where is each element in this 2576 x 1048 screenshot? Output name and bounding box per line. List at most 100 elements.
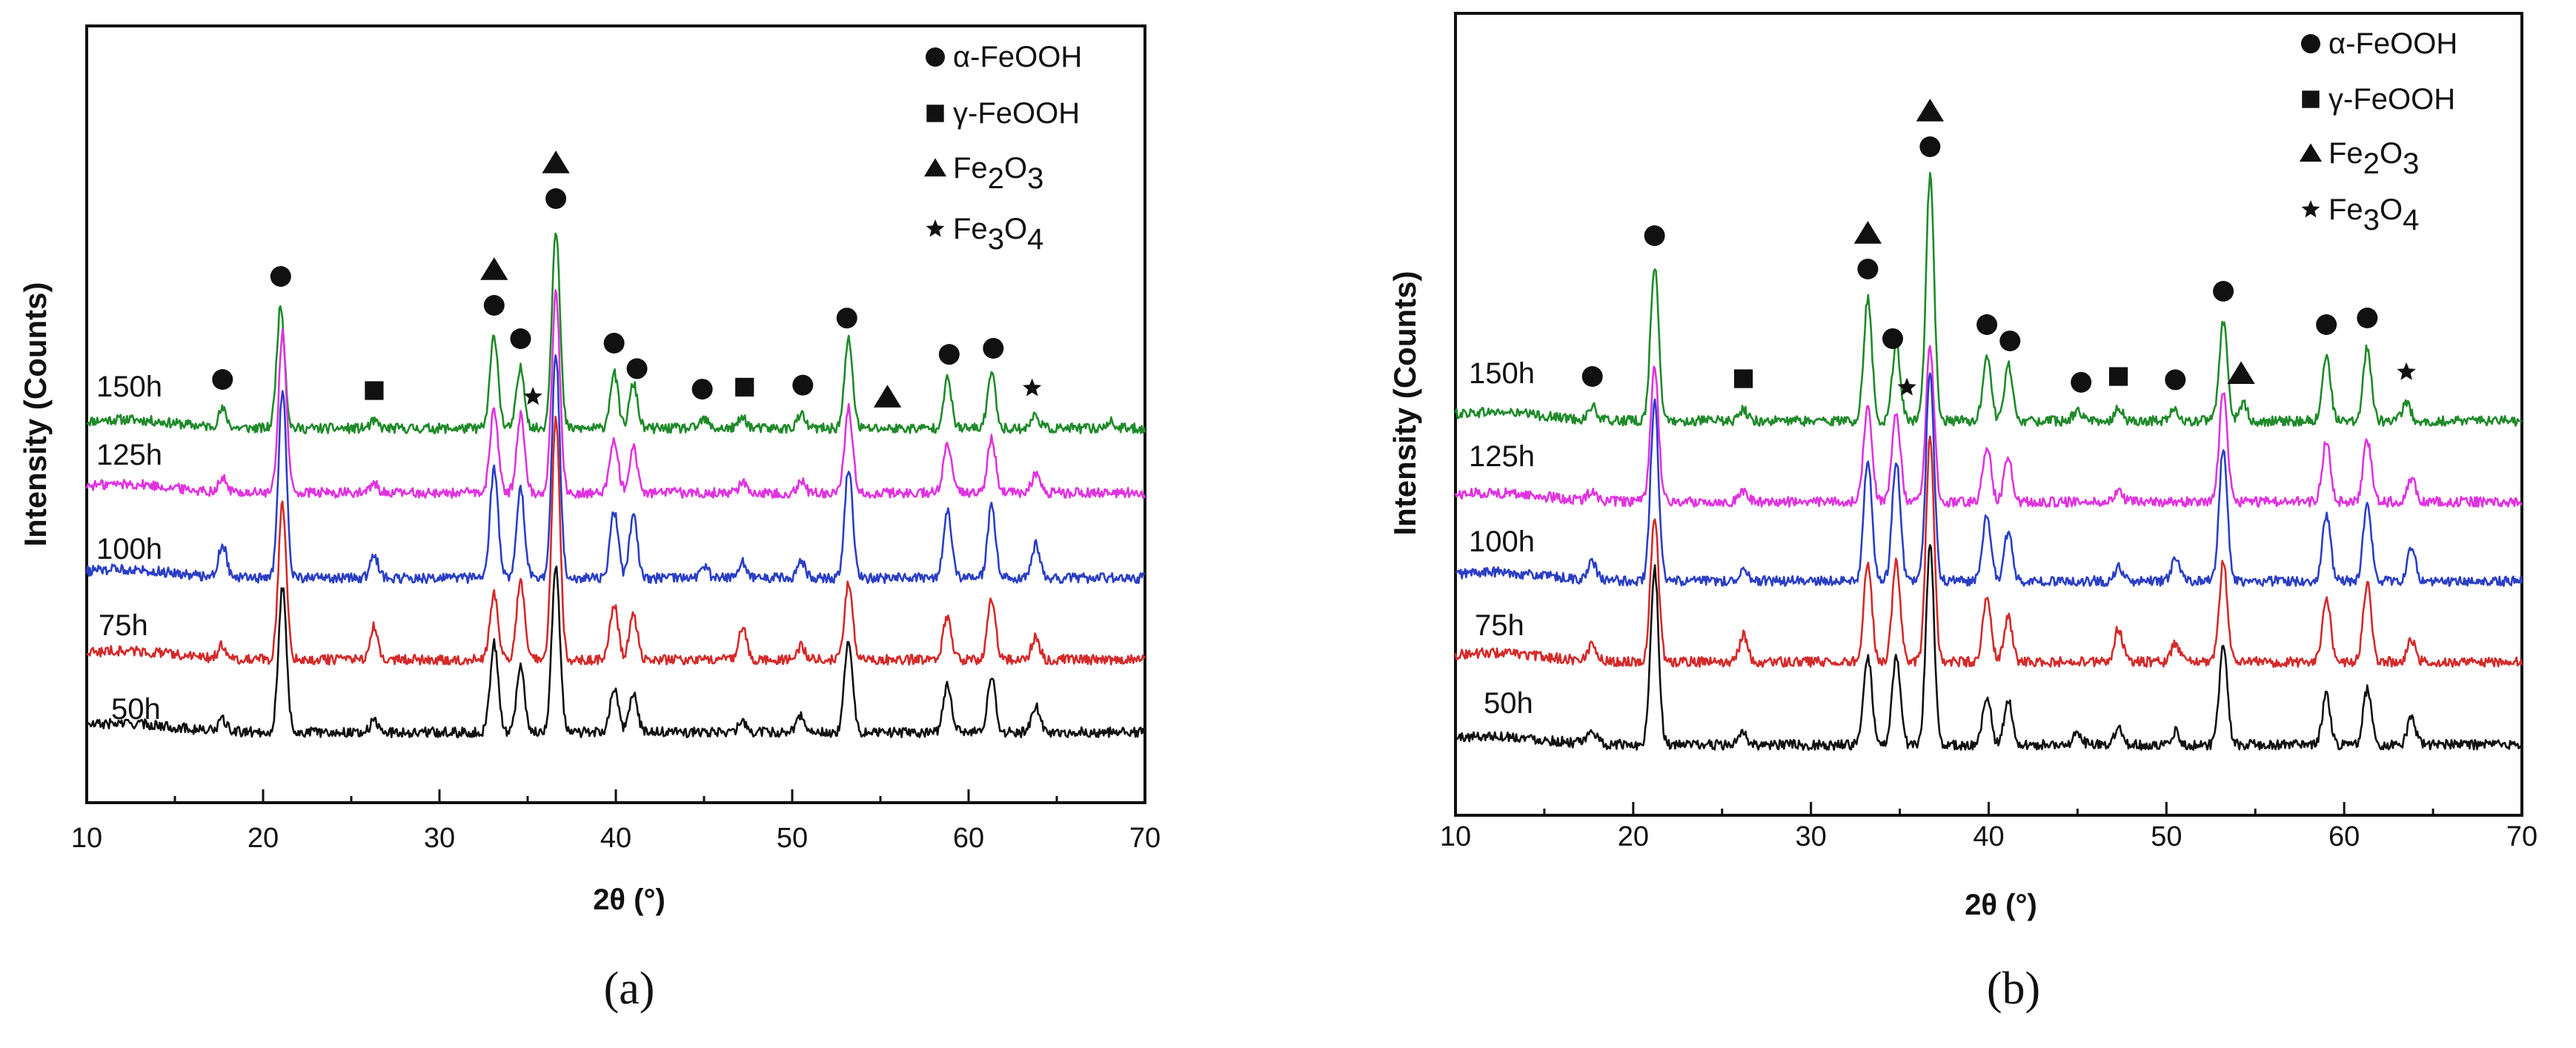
phase-marker-triangle [1853, 221, 1882, 244]
phase-marker-circle [836, 308, 857, 329]
x-tick-label: 50 [777, 823, 808, 854]
plot-frame [1454, 12, 2523, 817]
legend-label-circle: α-FeOOH [953, 41, 1082, 73]
legend-subscript: 3 [2363, 204, 2380, 236]
phase-marker-circle [483, 295, 505, 316]
phase-marker-star [523, 387, 542, 405]
phase-marker-circle [270, 266, 291, 287]
legend-label-square: γ-FeOOH [953, 97, 1080, 130]
phase-marker-circle [1976, 314, 1998, 335]
legend-text: α-FeOOH [2328, 27, 2457, 60]
legend-subscript: 4 [2403, 204, 2419, 236]
panel-a: 10 20 30 40 50 60 70 2θ (°) Intensity (Counts) 15… [18, 24, 1161, 1014]
series-label-50h: 50h [1484, 687, 1533, 720]
legend-label-triangle: Fe2O3 [2328, 137, 2419, 180]
series-line-125h [1454, 345, 2523, 508]
series-label-150h: 150h [1469, 357, 1535, 390]
x-tick-label: 10 [1440, 821, 1471, 852]
phase-marker-circle [2316, 314, 2337, 335]
phase-marker-circle [1999, 330, 2021, 351]
series-line-50h [85, 566, 1146, 738]
phase-marker-circle [1919, 136, 1941, 157]
legend-text: O [1004, 152, 1027, 185]
phase-marker-circle [1581, 366, 1603, 387]
phase-marker-triangle [1916, 99, 1945, 122]
panel-b: 10 20 30 40 50 60 70 2θ (°) Intensity (Counts) 15… [1387, 12, 2537, 1014]
panel-caption: (a) [604, 964, 655, 1014]
series-line-75h [1454, 435, 2523, 668]
series-label-75h: 75h [1475, 609, 1524, 642]
phase-marker-triangle [873, 385, 902, 408]
legend-text: Fe [2328, 193, 2363, 226]
phase-marker-circle [545, 188, 567, 209]
phase-marker-circle [792, 374, 814, 396]
x-tick-label: 10 [71, 823, 102, 854]
phase-marker-circle [603, 332, 625, 354]
legend-subscript: 2 [988, 162, 1004, 195]
x-tick-label: 60 [953, 823, 984, 854]
legend-symbol-square [926, 105, 944, 122]
phase-marker-square [365, 381, 384, 400]
series-line-100h [1455, 372, 2523, 587]
phase-marker-star [1023, 378, 1042, 397]
series-line-100h [85, 354, 1146, 584]
series-label-100h: 100h [1469, 525, 1535, 558]
legend-label-square: γ-FeOOH [2328, 83, 2455, 116]
phase-marker-triangle [480, 257, 508, 280]
series-label-75h: 75h [99, 609, 148, 642]
phase-marker-square [1733, 369, 1753, 388]
phase-marker-circle [1882, 328, 1903, 349]
phase-marker-circle [626, 358, 648, 379]
series-label-150h: 150h [96, 371, 162, 403]
series-line-50h [1454, 544, 2523, 751]
legend-label-star: Fe3O4 [953, 213, 1043, 256]
x-tick-label: 20 [1618, 821, 1649, 852]
legend-text: γ-FeOOH [2328, 83, 2455, 116]
series-label-125h: 125h [1469, 440, 1535, 473]
legend-label-triangle: Fe2O3 [953, 152, 1043, 195]
phase-marker-circle [2357, 308, 2378, 328]
phase-marker-circle [2213, 280, 2234, 302]
series-line-150h [1454, 172, 2523, 427]
phase-marker-circle [1644, 225, 1665, 246]
legend-subscript: 4 [1027, 223, 1043, 256]
legend-subscript: 3 [988, 223, 1004, 256]
series-label-100h: 100h [96, 533, 162, 566]
phase-marker-circle [212, 369, 233, 390]
phase-marker-circle [938, 344, 960, 365]
y-axis-label: Intensity (Counts) [18, 282, 53, 547]
x-tick-label: 50 [2151, 821, 2182, 852]
x-axis-label: 2θ (°) [593, 883, 665, 916]
legend-text: α-FeOOH [953, 41, 1082, 73]
legend-subscript: 2 [2363, 147, 2380, 180]
phase-marker-circle [691, 379, 713, 400]
legend-label-star: Fe3O4 [2328, 193, 2419, 236]
phase-marker-circle [2071, 371, 2092, 393]
legend-text: O [2380, 137, 2403, 170]
x-tick-label: 70 [2506, 821, 2537, 852]
y-axis-label: Intensity (Counts) [1387, 271, 1422, 536]
legend-subscript: 3 [1027, 162, 1043, 195]
panel-caption: (b) [1987, 964, 2040, 1014]
legend-text: Fe [953, 213, 988, 245]
series-line-150h [86, 232, 1146, 434]
legend-text: Fe [2328, 137, 2363, 170]
phase-marker-triangle [542, 150, 570, 173]
x-tick-label: 30 [1796, 821, 1827, 852]
phase-marker-triangle [2227, 361, 2255, 384]
legend-symbol-star [926, 219, 945, 237]
x-axis-label: 2θ (°) [1965, 889, 2037, 921]
phase-marker-square [735, 377, 754, 397]
phase-marker-star [1897, 377, 1916, 396]
phase-marker-circle [2165, 369, 2186, 391]
x-tick-label: 60 [2328, 821, 2360, 852]
legend-text: O [2380, 193, 2403, 226]
legend-text: γ-FeOOH [953, 97, 1080, 130]
legend-symbol-circle [2301, 34, 2320, 53]
x-tick-label: 20 [248, 823, 279, 854]
series-line-75h [86, 415, 1146, 666]
legend-symbol-circle [926, 47, 945, 67]
phase-marker-square [2108, 367, 2128, 386]
legend-symbol-square [2302, 90, 2320, 108]
